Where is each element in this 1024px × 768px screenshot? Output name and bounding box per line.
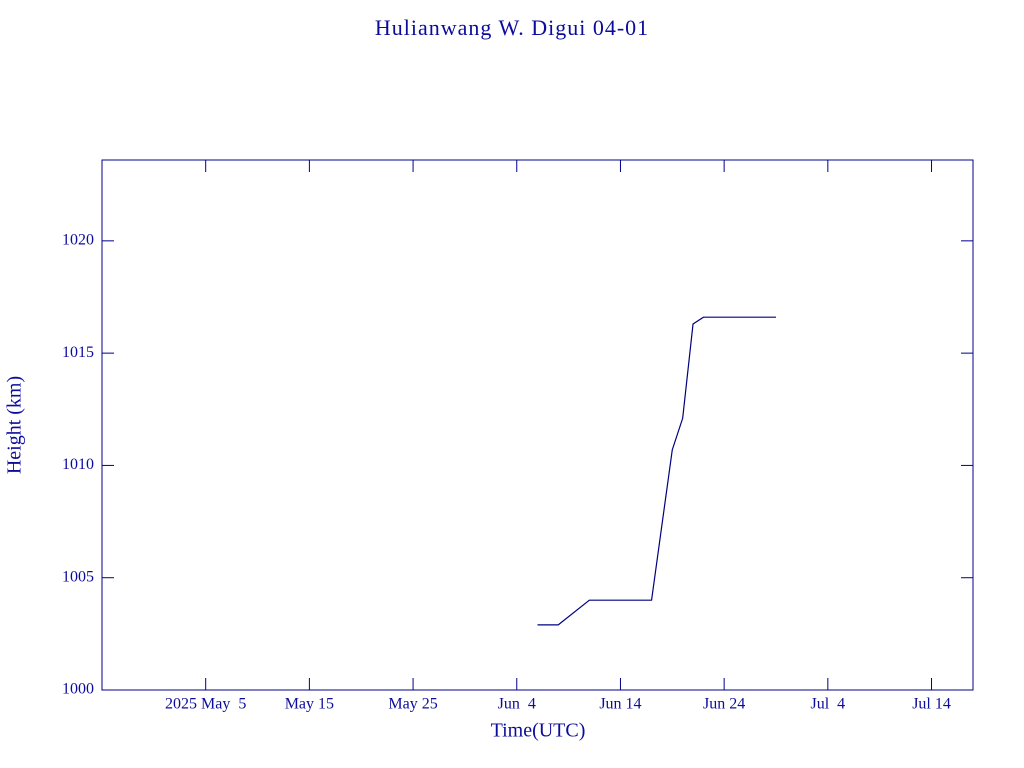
x-tick-label: May 15 (285, 696, 334, 713)
x-tick-label: 2025 May 5 (165, 696, 246, 713)
y-tick-label: 1005 (62, 568, 94, 585)
y-tick-label: 1010 (62, 456, 94, 473)
x-axis-label: Time(UTC) (491, 720, 586, 742)
x-tick-label: Jun 14 (599, 696, 641, 713)
y-tick-label: 1020 (62, 232, 94, 249)
chart-title: Hulianwang W. Digui 04-01 (375, 15, 649, 40)
data-line (537, 316, 776, 626)
y-tick-label: 1000 (62, 681, 94, 698)
plot-frame (101, 159, 974, 691)
y-tick-label: 1015 (62, 344, 94, 361)
x-tick-label: Jul 14 (912, 696, 951, 713)
x-tick-label: Jun 4 (498, 696, 536, 713)
x-tick-label: Jun 24 (703, 696, 745, 713)
y-axis-label: Height (km) (4, 376, 26, 474)
x-tick-label: Jul 4 (810, 696, 845, 713)
x-tick-label: May 25 (388, 696, 437, 713)
